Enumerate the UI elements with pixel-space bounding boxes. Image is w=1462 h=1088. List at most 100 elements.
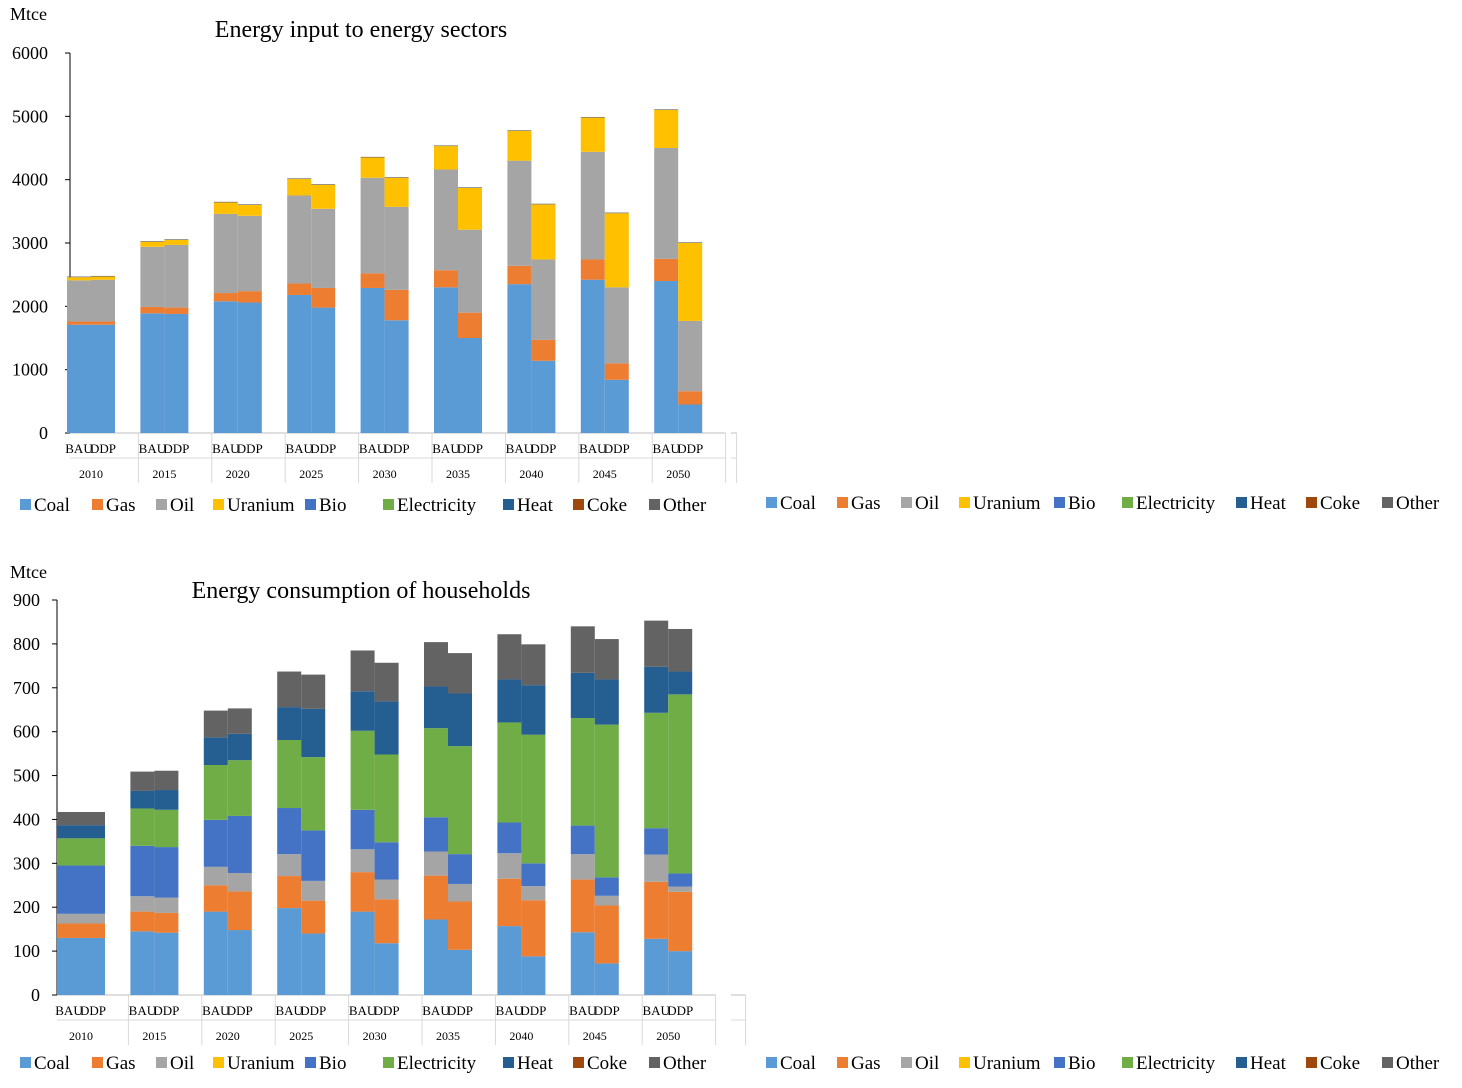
legend-swatch-heat xyxy=(1236,497,1247,508)
bar-segment-oil xyxy=(287,195,312,284)
bar-segment-other xyxy=(678,242,703,243)
bar-segment-bio xyxy=(424,817,448,852)
bar-segment-electricity xyxy=(81,838,105,866)
legend-label-heat: Heat xyxy=(517,1053,554,1074)
bar-segment-coal xyxy=(227,930,252,995)
bar-segment-gas xyxy=(424,875,448,920)
chart-energy-input-to-energy-sectors: Energy input to energy sectors Mtce 0 1000 2… xyxy=(0,0,731,541)
bar-segment-coal xyxy=(374,943,399,995)
bar-segment-coal xyxy=(213,301,238,433)
legend-swatch-other xyxy=(1382,497,1393,508)
chart-svg: Energy consumption of households Mtce 0 100… xyxy=(10,562,717,1074)
bar-segment-heat xyxy=(227,733,252,761)
x-year-label: 2050 xyxy=(666,467,690,481)
legend-swatch-heat xyxy=(1236,1057,1247,1068)
bar-segment-other xyxy=(644,620,669,667)
bar-segment-other xyxy=(497,634,522,680)
bar-segment-other xyxy=(458,187,482,188)
bar-segment-uranium xyxy=(67,277,91,281)
legend-swatch-coal xyxy=(20,1057,31,1068)
bar-segment-gas xyxy=(507,265,532,285)
bar-segment-oil xyxy=(237,215,262,292)
x-year-label: 2025 xyxy=(299,467,323,481)
bar-segment-other xyxy=(668,628,693,672)
bar-segment-coal xyxy=(81,937,105,995)
x-year-label: 2020 xyxy=(216,1029,240,1043)
bar-segment-bio xyxy=(227,815,252,873)
bar-segment-oil xyxy=(277,854,302,877)
bar-segment-oil xyxy=(91,279,115,322)
bar-segment-gas xyxy=(140,306,165,314)
legend-swatch-gas xyxy=(92,499,103,510)
bar-segment-heat xyxy=(81,825,105,839)
bar-segment-coal xyxy=(604,379,629,433)
bar-segment-heat xyxy=(594,679,619,725)
legend-swatch-gas xyxy=(837,497,848,508)
legend-swatch-uranium xyxy=(213,499,224,510)
y-unit-label: Mtce xyxy=(10,4,47,24)
x-scenario-label: DDP xyxy=(667,1003,693,1018)
x-scenario-label: DDP xyxy=(384,441,410,456)
bar-segment-heat xyxy=(57,825,81,839)
bar-segment-oil xyxy=(374,879,399,900)
bar-segment-coal xyxy=(448,949,472,995)
bar-segment-heat xyxy=(497,679,522,723)
bar-segment-uranium xyxy=(434,146,458,170)
legend-label-coke: Coke xyxy=(1320,1053,1360,1074)
legend-swatch-uranium xyxy=(213,1057,224,1068)
bar-segment-gas xyxy=(213,293,238,302)
bar-segment-bio xyxy=(570,825,595,855)
bar-segment-gas xyxy=(604,363,629,380)
legend-swatch-bio xyxy=(1054,1057,1065,1068)
bar-segment-oil xyxy=(570,854,595,880)
legend-swatch-bio xyxy=(305,499,316,510)
bar-segment-heat xyxy=(668,671,693,695)
bar-segment-gas xyxy=(521,900,546,957)
bar-segment-coal xyxy=(350,911,375,995)
y-tick-label: 6000 xyxy=(12,43,48,63)
bar-segment-oil xyxy=(140,246,165,307)
bar-segment-gas xyxy=(203,885,228,912)
bar-segment-uranium xyxy=(384,177,409,207)
bar-segment-bio xyxy=(350,809,375,850)
y-tick-label: 400 xyxy=(13,809,40,829)
legend-swatch-oil xyxy=(156,1057,167,1068)
bar-segment-electricity xyxy=(570,718,595,826)
x-scenario-label: BAU xyxy=(129,1003,157,1018)
bar-segment-uranium xyxy=(140,241,165,247)
bar-segment-coal xyxy=(384,320,409,433)
legend-swatch-bio xyxy=(305,1057,316,1068)
bar-segment-coal xyxy=(164,313,189,433)
bar-segment-electricity xyxy=(644,712,669,829)
x-year-label: 2035 xyxy=(446,467,470,481)
chart-svg: Energy input to energy sectors Mtce 0 1000 2… xyxy=(10,4,727,516)
bar-segment-gas xyxy=(374,899,399,944)
bar-segment-gas xyxy=(237,291,262,303)
bar-segment-gas xyxy=(91,321,115,325)
x-scenario-label: DDP xyxy=(530,441,556,456)
bar-segment-uranium xyxy=(604,213,629,288)
bar-segment-coal xyxy=(360,287,385,433)
x-scenario-label: DDP xyxy=(677,441,703,456)
y-tick-label: 900 xyxy=(13,590,40,610)
bar-segment-other xyxy=(434,145,458,147)
legend-swatch-oil xyxy=(156,499,167,510)
bar-segment-gas xyxy=(594,905,619,964)
legend-label-coal: Coal xyxy=(780,1053,816,1074)
legend-label-electricity: Electricity xyxy=(397,495,477,516)
x-year-label: 2025 xyxy=(289,1029,313,1043)
bar-segment-electricity xyxy=(374,754,399,843)
bar-segment-coal xyxy=(287,294,312,433)
y-tick-label: 200 xyxy=(13,897,40,917)
x-scenario-label: DDP xyxy=(300,1003,326,1018)
bar-segment-oil xyxy=(497,853,522,879)
bar-segment-heat xyxy=(350,691,375,731)
bar-segment-electricity xyxy=(350,730,375,810)
x-scenario-label: BAU xyxy=(579,441,607,456)
x-scenario-label: BAU xyxy=(496,1003,524,1018)
legend-label-heat: Heat xyxy=(517,495,554,516)
bar-segment-electricity xyxy=(594,724,619,878)
legend-swatch-heat xyxy=(503,499,514,510)
x-scenario-label: DDP xyxy=(594,1003,620,1018)
bar-segment-uranium xyxy=(287,179,312,196)
